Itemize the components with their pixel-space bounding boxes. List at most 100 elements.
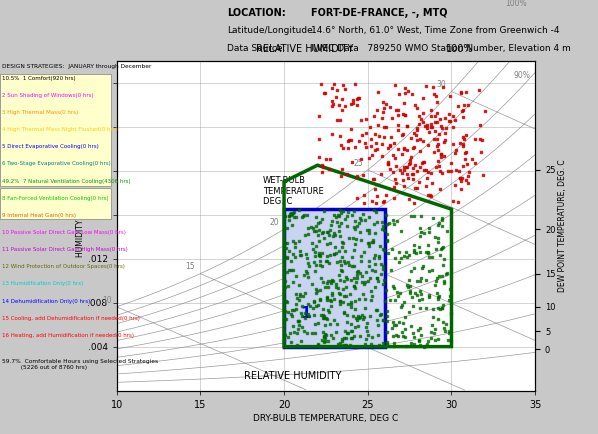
Point	[312, 303, 321, 310]
Point	[346, 126, 355, 133]
Point	[306, 224, 316, 230]
Point	[444, 328, 453, 335]
Point	[313, 287, 322, 294]
Point	[347, 335, 357, 342]
Point	[456, 89, 466, 95]
Point	[438, 84, 447, 91]
Point	[288, 209, 297, 216]
Point	[316, 311, 325, 318]
Point	[416, 136, 425, 143]
Point	[423, 250, 432, 257]
Point	[303, 259, 313, 266]
Point	[434, 293, 443, 300]
Point	[438, 301, 448, 308]
Point	[415, 224, 425, 231]
Point	[325, 297, 335, 304]
Point	[448, 141, 457, 148]
Point	[361, 305, 370, 312]
Point	[382, 212, 391, 219]
Point	[361, 129, 371, 136]
Point	[408, 302, 418, 309]
Point	[292, 341, 302, 348]
Text: 49.2%  7 Natural Ventilation Cooling(4306 hrs): 49.2% 7 Natural Ventilation Cooling(4306…	[2, 178, 131, 184]
Point	[308, 305, 318, 312]
Point	[373, 274, 382, 281]
Point	[451, 149, 460, 156]
Point	[346, 303, 356, 310]
Point	[340, 248, 350, 255]
Point	[378, 266, 388, 273]
Text: 59.7%  Comfortable Hours using Selected Strategies
          (5226 out of 8760 h: 59.7% Comfortable Hours using Selected S…	[2, 359, 158, 370]
Point	[310, 249, 320, 256]
Point	[441, 125, 451, 132]
Point	[458, 133, 468, 140]
Point	[440, 328, 450, 335]
Point	[337, 165, 347, 172]
Point	[297, 338, 306, 345]
FancyBboxPatch shape	[0, 74, 111, 186]
Point	[319, 207, 329, 214]
Point	[294, 282, 303, 289]
Point	[404, 308, 413, 315]
Point	[432, 275, 441, 282]
Point	[319, 334, 328, 341]
Point	[433, 146, 443, 153]
Point	[389, 285, 399, 292]
Point	[338, 299, 347, 306]
Point	[352, 194, 362, 201]
Point	[337, 267, 346, 274]
Point	[280, 277, 289, 284]
Point	[324, 231, 333, 238]
Point	[439, 278, 448, 285]
Text: RELATIVE HUMIDITY: RELATIVE HUMIDITY	[257, 44, 353, 54]
Point	[322, 297, 332, 304]
Point	[342, 222, 352, 229]
Point	[338, 82, 348, 89]
Text: IWEC Data   789250 WMO Station Number, Elevation 4 m: IWEC Data 789250 WMO Station Number, Ele…	[311, 44, 570, 53]
Point	[446, 292, 455, 299]
Point	[358, 272, 367, 279]
Point	[400, 112, 410, 118]
Point	[341, 284, 351, 291]
Point	[427, 123, 437, 130]
Point	[413, 278, 422, 285]
Point	[390, 322, 399, 329]
Point	[286, 212, 295, 219]
Point	[367, 151, 376, 158]
Point	[422, 174, 432, 181]
Point	[355, 95, 364, 102]
Point	[326, 227, 335, 234]
Point	[404, 252, 413, 259]
Point	[478, 172, 488, 179]
Point	[362, 226, 371, 233]
Point	[410, 290, 419, 297]
Point	[427, 121, 437, 128]
Point	[318, 279, 328, 286]
Point	[442, 228, 451, 235]
Point	[393, 145, 402, 152]
Point	[475, 122, 484, 129]
Point	[464, 168, 474, 175]
Point	[391, 331, 401, 338]
Point	[463, 179, 473, 186]
Point	[415, 249, 425, 256]
Point	[361, 336, 370, 343]
Point	[408, 176, 417, 183]
Point	[373, 316, 382, 323]
Point	[314, 250, 324, 257]
Point	[347, 253, 357, 260]
Text: WET-BULB
TEMPERATURE
DEG. C: WET-BULB TEMPERATURE DEG. C	[263, 176, 324, 206]
Point	[359, 313, 369, 320]
Point	[300, 231, 310, 238]
Point	[378, 246, 388, 253]
Text: 4 High Thermal Mass Night Flushed(0 hrs): 4 High Thermal Mass Night Flushed(0 hrs)	[2, 127, 118, 132]
Point	[399, 299, 408, 306]
Point	[400, 111, 410, 118]
Point	[303, 329, 312, 336]
Point	[434, 239, 443, 246]
Point	[440, 114, 450, 121]
Point	[409, 129, 419, 136]
Point	[334, 211, 343, 218]
Point	[321, 332, 331, 339]
Point	[289, 329, 298, 335]
